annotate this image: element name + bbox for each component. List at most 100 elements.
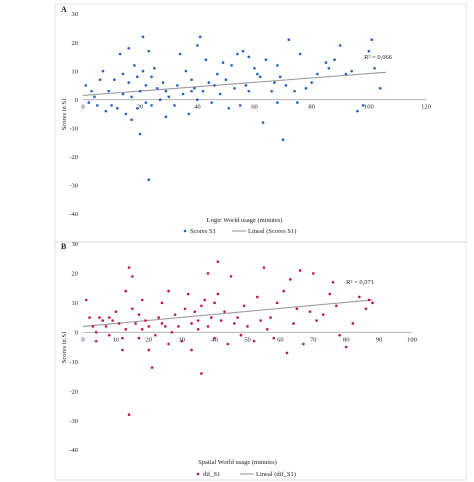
data-point [154,333,157,337]
legend-label: Lineal (dif_S1) [256,471,296,478]
data-point [295,307,299,311]
data-point [216,292,220,296]
y-tick-label: 10 [72,68,79,75]
data-point [259,319,262,322]
data-point [108,333,111,337]
x-tick-label: 30 [178,336,185,343]
trendline [82,71,387,96]
data-point [270,89,273,93]
data-point [113,78,116,82]
data-point [131,275,134,278]
data-point [213,84,216,87]
data-point [236,52,239,56]
data-point [130,118,133,122]
data-point [246,325,249,328]
data-point [344,345,348,349]
y-tick-label: 10 [72,300,79,307]
data-point [258,75,262,79]
data-point [264,58,268,62]
data-point [308,310,312,313]
data-point [269,316,272,319]
data-point [265,328,269,331]
data-point [210,316,213,319]
x-tick-label: 120 [421,104,431,111]
x-tick-label: 70 [310,336,317,343]
data-point [167,95,171,99]
data-point [236,316,239,319]
data-point [204,58,208,62]
data-point [272,336,276,340]
data-point [158,98,162,102]
data-point [121,348,124,352]
data-point [84,298,88,302]
data-point [316,72,319,76]
data-point [338,44,342,47]
data-point [229,275,233,278]
data-point [157,316,160,319]
data-point [161,81,165,84]
data-point [196,98,199,102]
data-point [190,78,193,82]
y-tick-label: -30 [69,183,78,190]
data-point [223,310,226,313]
data-point [156,86,159,90]
data-point [253,66,256,70]
data-point [371,301,374,305]
data-point [184,69,188,73]
data-point [147,325,151,328]
data-point [364,307,368,311]
data-point [187,112,191,116]
data-point [344,72,348,76]
data-point [134,322,137,325]
data-point [293,89,296,93]
data-point [144,84,148,87]
x-tick-label: 40 [194,104,201,111]
data-point [198,35,202,39]
data-point [296,101,299,104]
data-point [238,104,242,107]
data-point [138,89,142,93]
data-point [173,313,177,316]
data-point [275,301,279,305]
data-point [94,339,98,343]
data-point [163,325,167,328]
data-point [104,109,108,113]
data-point [284,84,288,87]
data-point [173,104,176,107]
y-axis-title: Scores in S1 [61,98,68,131]
y-tick-label: -40 [69,211,78,218]
data-point [136,75,139,79]
data-point [201,89,205,93]
data-point [213,301,216,305]
data-point [207,81,211,84]
data-point [292,322,295,325]
data-point [144,101,148,104]
data-point [124,112,128,116]
trendline [82,299,373,327]
data-point [224,78,228,82]
data-point [98,78,102,82]
x-tick-label: 20 [146,336,153,343]
data-point [304,86,308,90]
data-point [252,339,256,343]
data-point [133,64,136,67]
data-point [373,66,376,70]
panel-frame [54,3,467,243]
data-point [136,106,139,110]
data-point [130,95,133,99]
x-tick-label: 60 [251,104,258,111]
legend-marker [196,472,200,476]
data-point [117,322,121,325]
y-tick-label: -30 [69,418,78,425]
data-point [147,49,151,53]
data-point [94,330,98,334]
y-tick-label: 30 [72,11,79,18]
data-point [338,333,341,337]
x-tick-label: 100 [407,336,417,343]
data-point [213,336,216,340]
x-tick-label: 100 [364,104,374,111]
data-point [127,46,131,50]
x-tick-label: 90 [376,336,383,343]
data-point [227,106,231,110]
